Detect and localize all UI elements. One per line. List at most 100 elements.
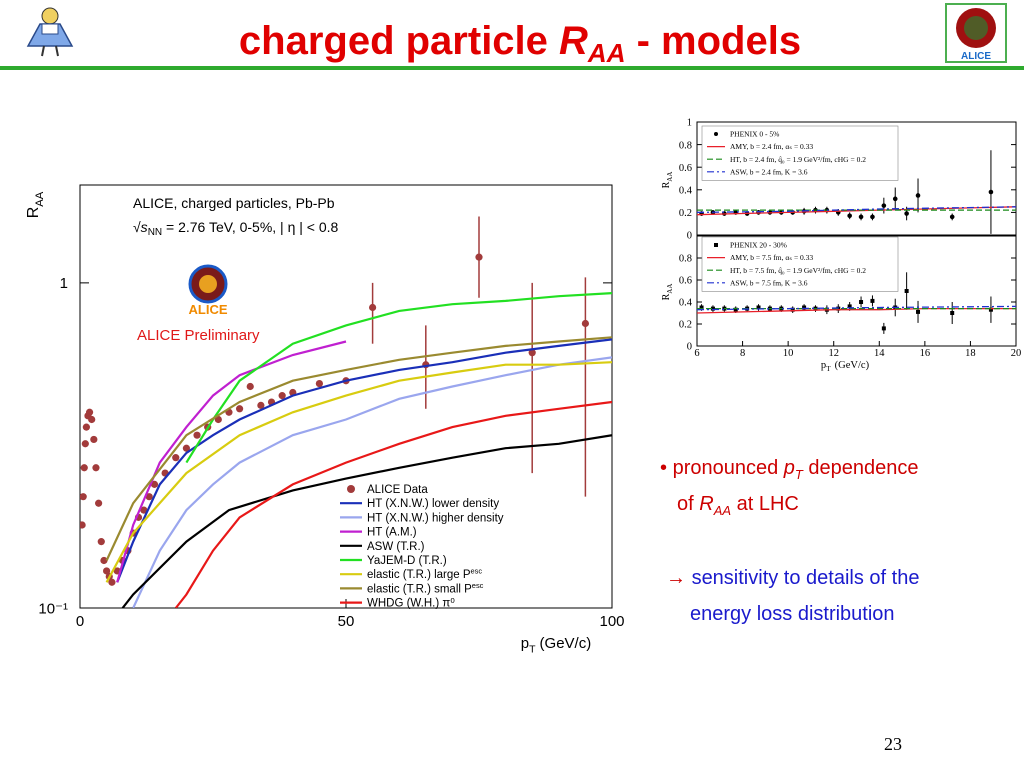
data-point [257,401,265,409]
data-point [802,305,807,310]
chart: 0 0.2 0.4 0.6 0.8 6 8 10 12 14 16 18 20 RAA pT (GeV/c) P… [661,235,1021,373]
x-tick-label: 12 [828,348,839,359]
x-tick-label: 0 [76,613,84,630]
legend-marker [347,485,355,493]
x-tick-label: 8 [740,348,745,359]
y-tick-label: 0.6 [679,276,692,287]
y-tick-label: 0.6 [679,163,692,174]
page-number: 23 [884,734,902,754]
data-point [949,214,955,220]
y-tick-label: 0.8 [679,140,692,151]
x-axis-label: pT (GeV/c) [521,635,591,656]
y-tick-label: 0.2 [679,208,692,219]
data-point [870,298,875,303]
plot-area [697,272,1016,334]
bullet-symbol: p [783,457,795,479]
x-tick-label: 18 [965,348,976,359]
series-line [116,340,347,583]
data-point [950,311,955,315]
data-point [182,444,190,452]
axis-label-text: R [25,207,42,219]
legend-label: HT, b = 7.5 fm, q̂₀ = 1.9 GeV²/fm, cHG =… [730,266,866,275]
data-point [150,480,159,488]
legend-text: ASW, b = 7.5 fm, K = 3.6 [730,278,808,287]
annotation-subscript: NN [148,227,162,238]
data-point [881,203,887,208]
data-point [246,382,254,391]
y-tick-label: 0.4 [679,185,693,196]
legend-text: ASW, b = 2.4 fm, K = 3.6 [730,167,808,176]
data-point [85,408,94,416]
legend-text: AMY, b = 2.4 fm, αₛ = 0.33 [730,142,813,151]
y-tick-label: 1 [60,275,68,292]
alice-cartoon [26,7,74,57]
data-point [904,289,909,293]
data-point [108,578,116,586]
data-point [859,300,864,304]
legend-marker [714,243,718,247]
x-tick-label: 16 [920,348,931,359]
axis-label-text: R [661,293,672,300]
data-point [369,303,377,312]
legend-label: HT (X.N.W.) lower density [367,498,499,510]
series-line [174,400,612,608]
data-point [756,305,761,310]
legend-text: elastic (T.R.) large P [367,569,471,581]
data-point [528,349,536,357]
y-axis-label: RAA [661,172,674,189]
legend-label: WHDG (W.H.) π⁰ [367,598,455,610]
data-point [81,440,89,448]
legend-box [701,236,899,292]
plot-area [80,216,612,608]
y-tick-label: 1 [687,118,692,129]
legend-text: elastic (T.R.) small P [367,583,472,595]
legend-text: HT, b = 2.4 fm, q̂₀ = 1.9 GeV²/fm, cHG =… [730,155,866,164]
series-line [105,361,612,583]
data-point [145,493,153,501]
axis-label-text: p [521,635,529,652]
bullet-text: at LHC [731,493,799,515]
series-line [105,336,612,561]
axis-label-subscript: AA [34,191,46,206]
data-point [80,464,88,472]
title-rule [0,66,1024,70]
data-point [988,189,994,195]
axis-label-subscript: AA [666,284,674,294]
legend-text: HT (X.N.W.) lower density [367,498,499,510]
title-text: charged particle [239,19,559,63]
legend-label: PHENIX 20 - 30% [730,241,787,250]
logo-core [199,275,217,293]
chart: 0 0.2 0.4 0.6 0.8 1 RAA PHENIX 0 - 5% AMY, b = 2… [661,118,1017,242]
legend-text: HT, b = 7.5 fm, q̂₀ = 1.9 GeV²/fm, cHG =… [730,266,866,275]
legend-marker [714,132,718,136]
bullet: → sensitivity to details of the [666,567,919,589]
x-tick-label: 6 [694,348,699,359]
axis-label-subscript: AA [666,172,674,182]
data-point [97,538,105,546]
x-tick-label: 14 [874,348,885,359]
data-point [100,556,108,565]
slide-title: charged particle RAA - models [239,19,801,68]
y-axis-label: RAA [661,284,674,301]
annotation: √sNN = 2.76 TeV, 0-5%, | η | < 0.8 [133,219,339,238]
axis-label-text: R [661,181,672,188]
legend-label: ASW, b = 2.4 fm, K = 3.6 [730,167,808,176]
legend-text: PHENIX 0 - 5% [730,130,779,139]
legend-subscript: esc [471,567,483,576]
data-point [881,326,886,331]
bullet-marker: → [666,567,686,589]
y-tick-label: 10⁻¹ [38,600,68,617]
series-line [697,305,1016,311]
data-point [847,304,852,309]
annotation: ALICE, charged particles, Pb-Pb [133,195,335,211]
legend-text: HT (A.M.) [367,527,417,539]
axis-label-text: (GeV/c) [540,635,592,652]
legend-label: ASW (T.R.) [367,541,425,553]
legend-label: HT (A.M.) [367,527,417,539]
data-point [756,210,761,215]
data-point [892,196,898,202]
data-point [710,306,715,311]
legend-label: ASW, b = 7.5 fm, K = 3.6 [730,278,808,287]
axis-label-text: (GeV/c) [835,360,870,371]
